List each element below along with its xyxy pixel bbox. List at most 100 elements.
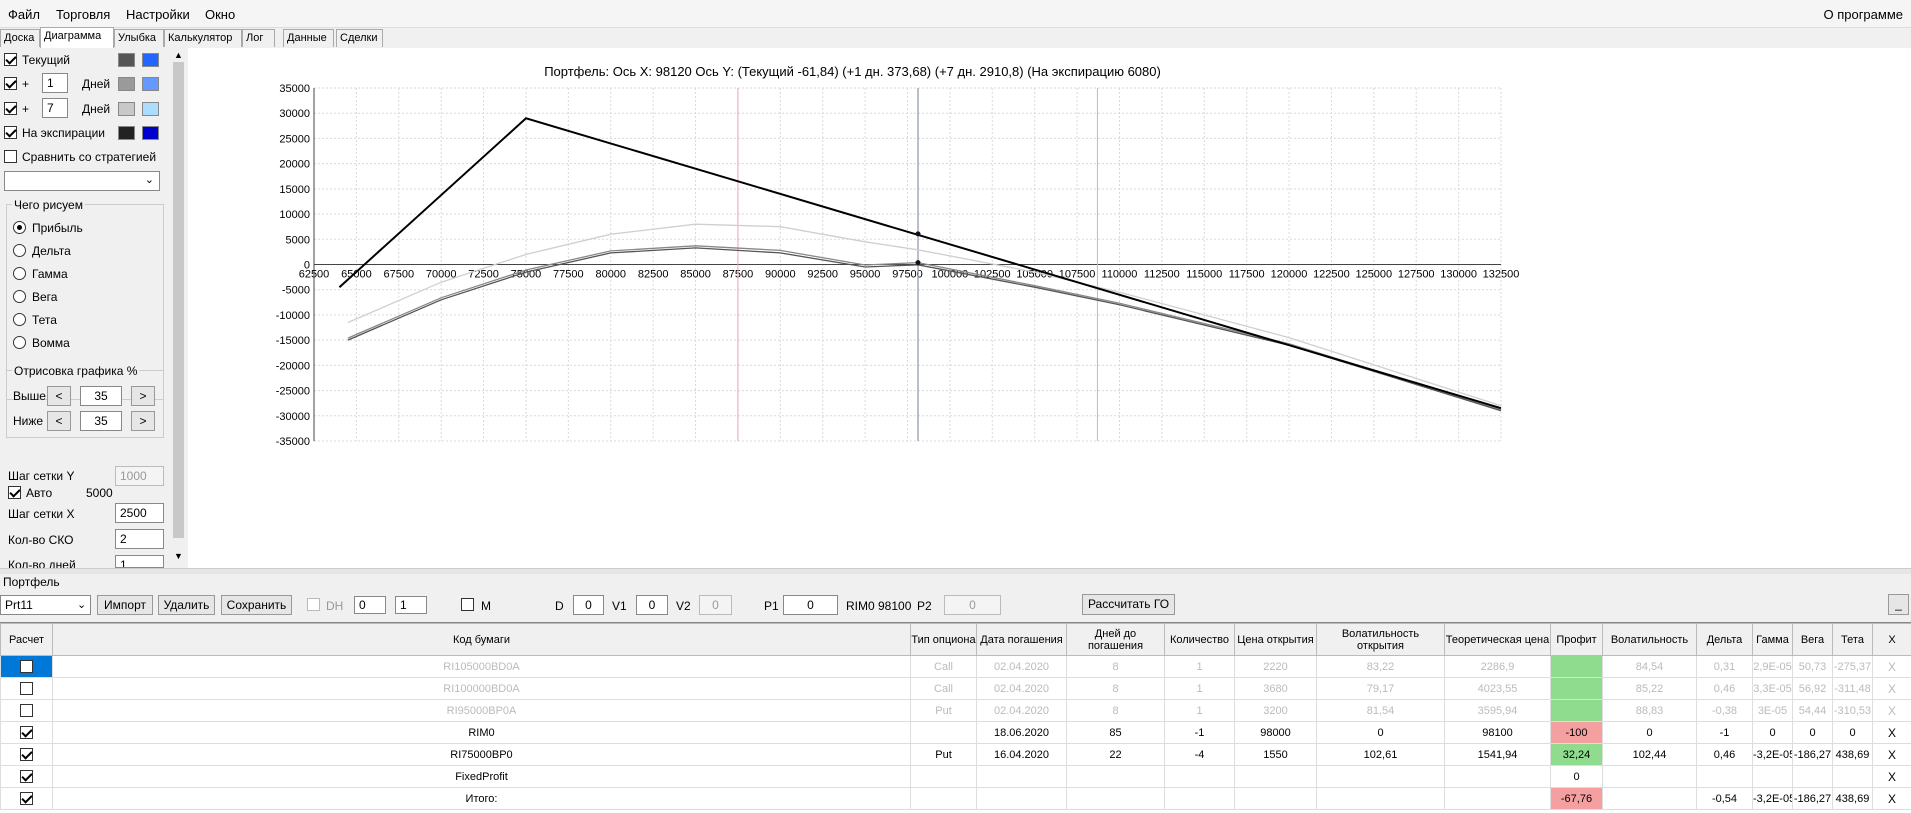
p2-input[interactable]: 0 [944, 595, 1001, 615]
remove-row-button[interactable]: X [1872, 699, 1911, 722]
tab-log[interactable]: Лог [242, 29, 275, 47]
remove-row-button[interactable]: X [1872, 765, 1911, 788]
calc-cell[interactable] [0, 655, 53, 678]
calc-cell[interactable] [0, 677, 53, 700]
scroll-down-icon[interactable]: ▼ [174, 551, 183, 561]
calc-cell[interactable] [0, 765, 53, 788]
v2-input[interactable]: 0 [699, 595, 732, 615]
calc-cell[interactable] [0, 743, 53, 766]
remove-row-button[interactable]: X [1872, 677, 1911, 700]
dh-stepper-2[interactable]: 1 [395, 596, 427, 614]
above-next-button[interactable]: > [131, 386, 155, 406]
calc-checkbox[interactable] [20, 770, 33, 783]
calc-checkbox[interactable] [20, 704, 33, 717]
calc-cell[interactable] [0, 721, 53, 744]
delete-button[interactable]: Удалить [158, 595, 215, 615]
tab-deals[interactable]: Сделки [336, 29, 383, 47]
above-prev-button[interactable]: < [47, 386, 71, 406]
radio-profit[interactable] [13, 221, 26, 234]
menu-window[interactable]: Окно [205, 7, 236, 22]
remove-row-button[interactable]: X [1872, 721, 1911, 744]
table-row[interactable]: RI95000BP0A Put 02.04.2020 8 1 3200 81,54 3595,… [0, 699, 1911, 722]
radio-theta[interactable] [13, 313, 26, 326]
current-checkbox[interactable] [4, 53, 17, 66]
column-header[interactable]: Волатильность [1602, 623, 1697, 656]
days1-input[interactable]: 1 [42, 73, 68, 93]
table-row[interactable]: RI105000BD0A Call 02.04.2020 8 1 2220 83,22 228… [0, 655, 1911, 678]
menu-file[interactable]: Файл [8, 7, 40, 22]
calc-cell[interactable] [0, 787, 53, 810]
column-header[interactable]: Тета [1832, 623, 1873, 656]
column-header[interactable]: Код бумаги [52, 623, 911, 656]
table-row[interactable]: RIM0 18.06.2020 85 -1 98000 0 98100 -100 0 -1 0 0 0 X [0, 721, 1911, 744]
dh-checkbox[interactable] [307, 598, 320, 611]
below-input[interactable]: 35 [80, 411, 122, 431]
remove-row-button[interactable]: X [1872, 743, 1911, 766]
radio-vega[interactable] [13, 290, 26, 303]
calc-checkbox[interactable] [20, 748, 33, 761]
m-checkbox[interactable] [461, 598, 474, 611]
table-row[interactable]: RI100000BD0A Call 02.04.2020 8 1 3680 79,17 402… [0, 677, 1911, 700]
tab-data[interactable]: Данные [283, 29, 334, 47]
calc-checkbox[interactable] [20, 682, 33, 695]
d-input[interactable]: 0 [573, 595, 604, 615]
days2-checkbox[interactable] [4, 102, 17, 115]
column-header[interactable]: Тип опциона [910, 623, 977, 656]
days1-checkbox[interactable] [4, 77, 17, 90]
radio-vomma[interactable] [13, 336, 26, 349]
above-input[interactable]: 35 [80, 386, 122, 406]
expiry-checkbox[interactable] [4, 126, 17, 139]
sko-input[interactable]: 2 [115, 529, 164, 549]
portfolio-select[interactable]: Prt11 [0, 595, 91, 615]
calc-checkbox[interactable] [20, 726, 33, 739]
payoff-chart[interactable]: 62500 65000 67500 70000 72500 75000 77500 80000… [188, 48, 1911, 568]
column-header[interactable]: Волатильность открытия [1316, 623, 1445, 656]
tab-diagram[interactable]: Диаграмма [40, 27, 114, 48]
strategy-select[interactable]: ⌄ [4, 171, 160, 191]
current-dark-swatch[interactable] [118, 53, 135, 67]
calc-cell[interactable] [0, 699, 53, 722]
minimize-button[interactable]: _ [1888, 594, 1909, 615]
radio-gamma[interactable] [13, 267, 26, 280]
remove-row-button[interactable]: X [1872, 655, 1911, 678]
column-header[interactable]: Дельта [1696, 623, 1753, 656]
table-row[interactable]: FixedProfit 0 X [0, 765, 1911, 788]
import-button[interactable]: Импорт [97, 595, 153, 615]
days1-light-swatch[interactable] [142, 77, 159, 91]
below-prev-button[interactable]: < [47, 411, 71, 431]
below-next-button[interactable]: > [131, 411, 155, 431]
days2-input[interactable]: 7 [42, 98, 68, 118]
calc-checkbox[interactable] [20, 660, 33, 673]
remove-row-button[interactable]: X [1872, 787, 1911, 810]
tab-calculator[interactable]: Калькулятор [164, 29, 242, 47]
calc-go-button[interactable]: Рассчитать ГО [1082, 594, 1175, 615]
menu-trade[interactable]: Торговля [56, 7, 111, 22]
column-header[interactable]: Теоретическая цена [1444, 623, 1551, 656]
radio-delta[interactable] [13, 244, 26, 257]
days2-light-swatch[interactable] [142, 102, 159, 116]
column-header[interactable]: Дата погашения [976, 623, 1067, 656]
menu-about[interactable]: О программе [1823, 7, 1903, 22]
column-header[interactable]: Профит [1550, 623, 1603, 656]
table-row[interactable]: Итого: -67,76 -0,54 -3,2E-05 -186,27 438,69 X [0, 787, 1911, 810]
expiry-light-swatch[interactable] [142, 126, 159, 140]
column-header[interactable]: Вега [1792, 623, 1833, 656]
splitter[interactable] [0, 568, 1911, 574]
column-header[interactable]: Расчет [0, 623, 53, 656]
expiry-dark-swatch[interactable] [118, 126, 135, 140]
current-light-swatch[interactable] [142, 53, 159, 67]
left-scrollbar[interactable]: ▲ ▼ [171, 48, 186, 568]
dh-stepper-1[interactable]: 0 [354, 596, 386, 614]
auto-checkbox[interactable] [8, 486, 21, 499]
column-header[interactable]: Цена открытия [1234, 623, 1317, 656]
p1-input[interactable]: 0 [783, 595, 838, 615]
column-header[interactable]: Гамма [1752, 623, 1793, 656]
scrollbar-thumb[interactable] [173, 62, 184, 538]
column-header[interactable]: Дней до погашения [1066, 623, 1165, 656]
days-count-input[interactable]: 1 [115, 555, 164, 568]
save-button[interactable]: Сохранить [221, 595, 292, 615]
column-header[interactable]: X [1872, 623, 1911, 656]
days2-dark-swatch[interactable] [118, 102, 135, 116]
tab-smile[interactable]: Улыбка [114, 29, 164, 47]
compare-checkbox[interactable] [4, 150, 17, 163]
